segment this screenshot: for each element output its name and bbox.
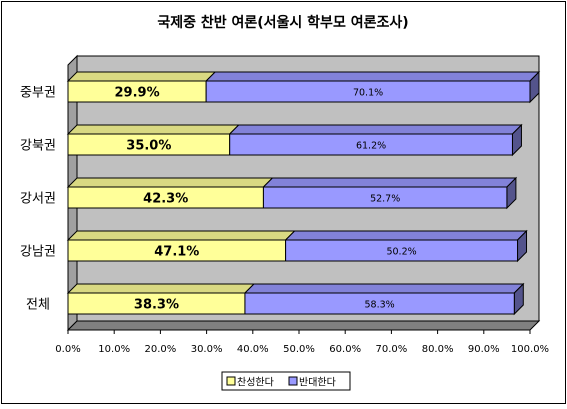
bar-front-face <box>262 186 508 209</box>
legend-label: 반대한다 <box>299 377 336 389</box>
bar-반대한다-강남권: 50.2% <box>284 229 528 263</box>
floor <box>66 320 541 331</box>
x-tick-label: 70.0% <box>376 344 408 355</box>
category-label: 강서권 <box>20 192 56 207</box>
data-label: 47.1% <box>154 245 199 260</box>
data-label: 35.0% <box>126 139 171 154</box>
x-tick-label: 80.0% <box>422 344 454 355</box>
legend-box <box>221 371 351 391</box>
bar-찬성한다-강서권: 42.3% <box>66 177 274 209</box>
category-label: 강남권 <box>20 245 56 260</box>
bar-top-face <box>243 283 525 294</box>
bar-front-face <box>285 239 519 262</box>
x-tick-label: 30.0% <box>191 344 223 355</box>
data-label: 50.2% <box>386 247 416 258</box>
category-label: 전체 <box>26 298 50 313</box>
bar-top-face <box>66 124 240 135</box>
x-tick-label: 50.0% <box>283 344 315 355</box>
legend-swatch <box>226 376 236 386</box>
bar-반대한다-중부권: 70.1% <box>204 70 541 104</box>
x-tick-label: 90.0% <box>468 344 500 355</box>
bar-찬성한다-강남권: 47.1% <box>66 230 296 262</box>
bar-top-face <box>66 177 274 188</box>
chart-title: 국제중 찬반 여론(서울시 학부모 여론조사) <box>157 14 408 31</box>
bar-top-face <box>204 71 541 82</box>
bar-반대한다-전체: 58.3% <box>243 282 525 316</box>
x-tick-label: 20.0% <box>145 344 177 355</box>
data-label: 58.3% <box>365 300 395 311</box>
bar-top-face <box>228 124 523 135</box>
bar-반대한다-강서권: 52.7% <box>262 176 518 210</box>
bar-top-face <box>66 230 296 241</box>
bar-찬성한다-강북권: 35.0% <box>66 124 240 156</box>
x-axis: 0.0% 10.0% 20.0% 30.0% 40.0% 50.0% 60.0% 70.0% 8… <box>55 329 549 355</box>
data-label: 52.7% <box>370 194 400 205</box>
data-label: 42.3% <box>143 192 188 207</box>
bar-top-face <box>284 230 528 241</box>
bar-front-face <box>244 292 515 315</box>
category-label: 중부권 <box>20 86 56 101</box>
x-tick-label: 100.0% <box>511 344 549 355</box>
x-tick-label: 0.0% <box>55 344 80 355</box>
bars-group: 29.9% 70.1% 35.0% 61.2% 42.3% 52.7% 47.1% 50.2%… <box>66 70 541 316</box>
data-label: 38.3% <box>134 298 179 313</box>
legend-swatch <box>288 376 298 386</box>
bar-찬성한다-전체: 38.3% <box>66 283 256 315</box>
data-label: 70.1% <box>353 88 383 99</box>
x-tick-label: 40.0% <box>237 344 269 355</box>
x-tick-label: 60.0% <box>329 344 361 355</box>
bar-찬성한다-중부권: 29.9% <box>66 71 217 103</box>
bar-top-face <box>66 283 256 294</box>
bar-top-face <box>66 71 217 82</box>
legend-label: 찬성한다 <box>237 377 274 389</box>
bar-top-face <box>262 177 518 188</box>
category-label: 강북권 <box>20 139 56 154</box>
bar-반대한다-강북권: 61.2% <box>228 123 523 157</box>
x-tick-label: 10.0% <box>98 344 130 355</box>
bar-front-face <box>229 133 513 156</box>
legend: 찬성한다 반대한다 <box>221 371 351 391</box>
data-label: 61.2% <box>356 141 386 152</box>
bar-front-face <box>205 80 531 103</box>
data-label: 29.9% <box>115 86 160 101</box>
